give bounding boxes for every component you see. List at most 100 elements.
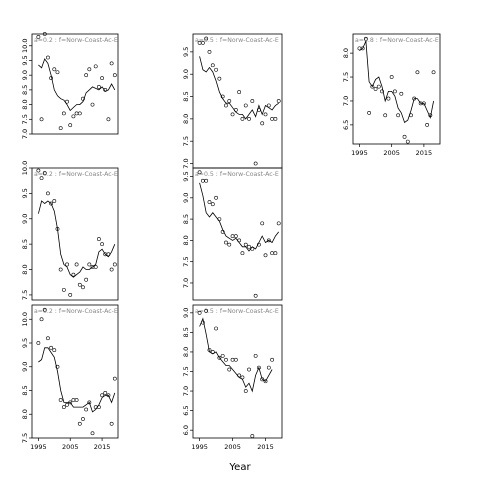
y-tick-label: 9.0 [21,70,29,80]
data-point [46,191,50,196]
y-tick-label: 8.5 [21,385,29,395]
data-point [71,398,76,402]
data-point [100,242,104,247]
data-point [376,84,381,89]
data-point [68,123,73,128]
data-point [270,116,275,121]
data-point [39,176,44,181]
data-point [273,251,278,256]
panel-5: a=0.5 : f=Norw-Coast-Ac-E 7.0 7.5 8.0 8.5 9.0… [182,167,283,301]
data-point [276,221,281,226]
data-point [383,113,388,118]
data-point [227,99,232,103]
data-point [84,277,89,282]
data-point [214,67,218,72]
panel-2: a=0.5 : f=Norw-Coast-Ac-E 7.0 7.5 8.0 8.5 9.0… [182,33,283,169]
fit-line [38,347,116,413]
y-tick-label: 9.0 [182,193,190,203]
data-point [106,252,111,257]
x-tick-label: 2015 [94,443,111,451]
data-point [253,353,258,358]
data-point [109,61,114,66]
data-point [71,114,76,119]
panel-frame [192,167,283,301]
data-point [103,390,108,395]
panel-label: a=0.8 : f=Norw-Coast-Ac-E [355,37,439,44]
data-point [84,407,89,412]
data-point [402,134,407,139]
data-point [270,357,275,362]
fit-line [38,58,116,112]
y-tick-label: 8.5 [182,327,190,337]
x-tick-label: 2005 [62,443,79,451]
data-point [425,122,430,127]
data-point [46,55,50,60]
fit-line [38,200,116,278]
data-point [392,89,397,94]
data-point [220,94,225,99]
data-point [217,217,222,221]
x-tick-label: 1995 [30,443,47,451]
data-point [96,237,101,241]
y-tick-label: 7.5 [21,290,29,300]
data-point [260,221,265,226]
data-point [233,234,238,239]
data-point [109,267,114,272]
data-point [260,121,265,126]
data-point [276,99,281,103]
data-point [367,111,372,115]
y-tick-label: 8.5 [182,91,190,101]
data-point [247,367,251,372]
data-point [214,195,218,200]
fit-line [199,182,280,252]
data-point [266,238,271,243]
data-point [243,103,248,108]
y-tick-label: 9.0 [21,362,29,372]
data-point [81,96,85,101]
data-point [207,348,212,352]
data-point [49,76,54,81]
data-point [207,49,212,54]
y-tick-label: 9.5 [21,188,29,198]
y-tick-label: 7.0 [21,129,29,139]
data-point [204,36,209,41]
y-tick-label: 8.0 [182,347,190,357]
data-point [65,402,69,407]
y-tick-label: 9.5 [182,171,190,181]
data-point [55,364,60,369]
data-point [357,46,362,51]
data-point [380,89,384,94]
data-point [240,116,245,121]
data-point [77,282,82,287]
data-point [74,111,79,116]
data-point [431,70,436,75]
y-tick-label: 10.0 [21,161,29,175]
y-tick-label: 6.0 [182,425,190,435]
data-point [93,64,98,69]
panel-frame [31,33,119,135]
data-point [220,353,225,358]
data-point [373,87,378,91]
x-tick-label: 2005 [224,443,241,451]
data-point [270,251,275,256]
data-point [396,113,401,118]
x-tick-label: 2005 [383,149,400,157]
data-point [103,87,108,92]
y-tick-label: 10.0 [21,39,29,53]
y-tick-label: 9.5 [21,338,29,348]
data-point [77,421,82,426]
data-point [263,379,268,384]
panel-label: a=0.5 : f=Norw-Coast-Ac-E [195,37,279,44]
y-tick-label: 7.5 [342,72,350,82]
data-point [257,242,261,247]
data-point [87,67,92,72]
data-point [65,262,69,267]
data-point [42,307,47,312]
data-point [65,99,69,104]
data-point [100,393,104,398]
y-tick-label: 8.0 [182,235,190,245]
data-point [42,171,47,175]
data-point [257,365,261,370]
data-point [230,112,235,117]
